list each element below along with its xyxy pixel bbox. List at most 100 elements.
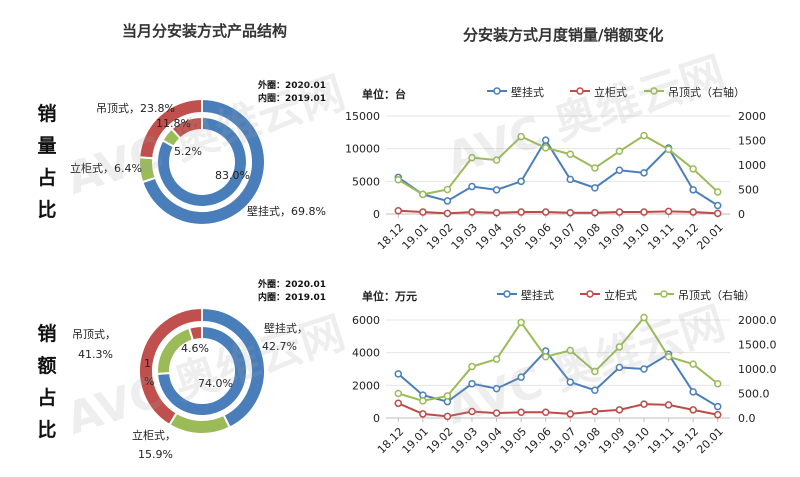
donut1-label-wall: 壁挂式，69.8% [247, 205, 326, 218]
data-point-吊顶式（右轴） [591, 164, 599, 172]
data-point-吊顶式（右轴） [492, 355, 501, 363]
legend-ceiling-swatch [654, 290, 674, 298]
data-point-壁挂式 [689, 186, 697, 194]
donut2-inner-wall: 74.0% [198, 377, 233, 390]
data-point-立柜式 [443, 209, 452, 218]
data-point-立柜式 [419, 410, 427, 418]
data-point-吊顶式（右轴） [566, 346, 575, 355]
data-point-壁挂式 [468, 182, 476, 191]
data-point-立柜式 [468, 407, 476, 416]
y-tick-label: 2000 [352, 379, 380, 392]
y2-tick-label: 1500.0 [738, 339, 777, 352]
x-tick-label: 19.05 [498, 425, 529, 456]
data-point-吊顶式（右轴） [664, 145, 673, 154]
data-point-壁挂式 [566, 378, 575, 386]
donut-slice-outer-吊顶式 [138, 97, 203, 160]
data-point-吊顶式（右轴） [517, 318, 525, 327]
data-point-吊顶式（右轴） [394, 175, 403, 184]
donut2-label-floor-a: 立柜式， [132, 429, 176, 442]
data-point-壁挂式 [591, 386, 599, 394]
y-tick-label: 0 [373, 208, 380, 221]
x-tick-label: 19.12 [670, 221, 701, 252]
donut-slice-outer-壁挂式 [141, 97, 266, 226]
x-tick-label: 19.02 [424, 221, 455, 252]
x-tick-label: 19.10 [621, 425, 652, 456]
data-point-壁挂式 [640, 169, 648, 177]
data-point-立柜式 [713, 209, 722, 218]
x-tick-label: 18.12 [375, 221, 406, 252]
legend-wall-label: 壁挂式 [521, 289, 554, 302]
x-tick-label: 19.03 [449, 221, 480, 252]
data-point-立柜式 [394, 399, 403, 408]
data-point-吊顶式（右轴） [419, 397, 427, 405]
x-tick-label: 19.04 [473, 221, 504, 252]
x-tick-label: 20.01 [694, 425, 725, 456]
data-point-吊顶式（右轴） [615, 147, 624, 156]
y-tick-label: 10000 [345, 143, 380, 156]
data-point-立柜式 [640, 208, 648, 216]
data-point-壁挂式 [640, 365, 648, 373]
y-tick-label: 15000 [345, 110, 380, 123]
series-line-吊顶式（右轴） [397, 134, 719, 196]
x-tick-label: 19.03 [449, 425, 480, 456]
y2-tick-label: 1000.0 [738, 363, 777, 376]
data-point-立柜式 [492, 208, 501, 217]
y-tick-label: 5000 [352, 175, 380, 188]
data-point-壁挂式 [517, 177, 525, 186]
data-point-吊顶式（右轴） [566, 150, 575, 158]
x-tick-label: 20.01 [694, 221, 725, 252]
donut-slice-inner-壁挂式 [156, 324, 248, 417]
donut-slice-inner-吊顶式 [187, 324, 203, 342]
donut-charts [138, 97, 266, 435]
data-point-吊顶式（右轴） [713, 188, 722, 196]
line-chart-amount: 0 2000 4000 6000 0.0 500.0 1000.0 1500.0 2000.0 1… [352, 313, 777, 456]
data-point-吊顶式（右轴） [640, 131, 648, 140]
x-tick-label: 19.10 [621, 221, 652, 252]
donut1-inner-ceiling: 11.8% [156, 117, 191, 130]
data-point-立柜式 [517, 208, 525, 216]
data-point-立柜式 [664, 207, 673, 216]
data-point-立柜式 [640, 400, 648, 408]
data-point-吊顶式（右轴） [468, 362, 476, 371]
x-tick-label: 19.09 [596, 425, 627, 456]
volume-legend: 壁挂式 立柜式 吊顶式（右轴） [487, 84, 787, 100]
data-point-壁挂式 [517, 373, 525, 381]
data-point-立柜式 [689, 406, 697, 414]
donut2-label-wall-a: 壁挂式， [264, 322, 308, 335]
donut2-inner-floor: 1 [144, 357, 151, 370]
series-line-立柜式 [397, 402, 718, 418]
donut-slice-outer-吊顶式 [138, 306, 203, 427]
data-point-立柜式 [689, 208, 697, 216]
legend-ceiling-label: 吊顶式（右轴） [678, 289, 755, 302]
y2-tick-label: 500.0 [738, 388, 770, 401]
data-point-立柜式 [591, 407, 599, 416]
left-panel-title: 当月分安装方式产品结构 [122, 22, 288, 40]
data-point-壁挂式 [541, 136, 550, 144]
data-point-立柜式 [419, 208, 427, 216]
data-point-吊顶式（右轴） [443, 185, 452, 194]
data-point-壁挂式 [713, 402, 722, 411]
series-line-立柜式 [398, 209, 718, 215]
legend-ceiling-label: 吊顶式（右轴） [668, 86, 745, 99]
data-point-立柜式 [541, 408, 550, 417]
data-point-立柜式 [664, 401, 673, 409]
donut-sales-volume [138, 97, 266, 226]
amount-legend: 壁挂式 立柜式 吊顶式（右轴） [497, 287, 797, 303]
donut1-label-ceiling: 吊顶式，23.8% [96, 102, 175, 115]
y2-tick-label: 2000.0 [738, 314, 777, 327]
row-label-sales-amount: 销 额 占 比 [37, 323, 57, 441]
series-line-吊顶式（右轴） [397, 315, 719, 402]
data-point-壁挂式 [492, 384, 501, 393]
donut1-note: 外圈：2020.01 内圈：2019.01 [258, 81, 326, 104]
data-point-壁挂式 [492, 186, 501, 194]
right-panel-title: 分安装方式月度销量/销额变化 [463, 26, 664, 44]
data-point-吊顶式（右轴） [541, 144, 550, 152]
data-point-立柜式 [394, 206, 403, 215]
data-point-立柜式 [517, 408, 525, 417]
data-point-立柜式 [615, 208, 624, 216]
donut2-label-ceiling-b: 41.3% [78, 348, 113, 361]
data-point-立柜式 [468, 208, 476, 216]
legend-floor-swatch [570, 87, 590, 95]
donut2-inner-floor-b: % [144, 375, 155, 388]
data-point-吊顶式（右轴） [713, 379, 722, 388]
